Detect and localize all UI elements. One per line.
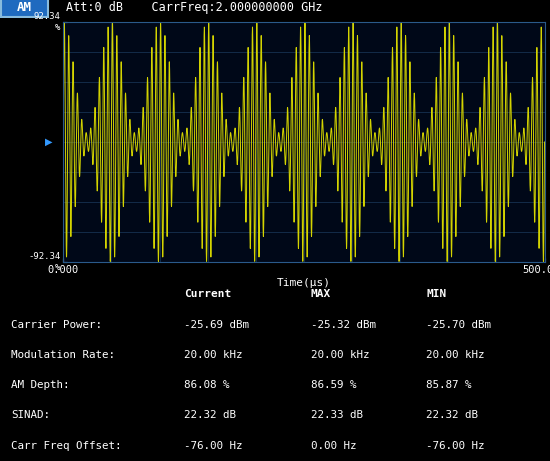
Text: -76.00 Hz: -76.00 Hz xyxy=(426,441,485,450)
Text: Current: Current xyxy=(184,290,232,299)
Text: MAX: MAX xyxy=(311,290,331,299)
Text: Carr Freq Offset:: Carr Freq Offset: xyxy=(11,441,122,450)
Text: -25.69 dBm: -25.69 dBm xyxy=(184,319,249,330)
Text: ▶: ▶ xyxy=(45,137,52,147)
Text: -25.32 dBm: -25.32 dBm xyxy=(311,319,376,330)
Text: MIN: MIN xyxy=(426,290,447,299)
Text: 86.08 %: 86.08 % xyxy=(184,380,230,390)
Text: 20.00 kHz: 20.00 kHz xyxy=(311,350,369,360)
Text: 22.32 dB: 22.32 dB xyxy=(184,410,236,420)
FancyBboxPatch shape xyxy=(1,0,48,17)
X-axis label: Time(μs): Time(μs) xyxy=(277,278,331,288)
Text: 86.59 %: 86.59 % xyxy=(311,380,356,390)
Text: Att:0 dB    CarrFreq:2.000000000 GHz: Att:0 dB CarrFreq:2.000000000 GHz xyxy=(66,0,322,13)
Text: 22.33 dB: 22.33 dB xyxy=(311,410,363,420)
Text: AM Depth:: AM Depth: xyxy=(11,380,69,390)
Text: 22.32 dB: 22.32 dB xyxy=(426,410,478,420)
Text: -25.70 dBm: -25.70 dBm xyxy=(426,319,491,330)
Text: Modulation Rate:: Modulation Rate: xyxy=(11,350,115,360)
Text: Carrier Power:: Carrier Power: xyxy=(11,319,102,330)
Text: SINAD:: SINAD: xyxy=(11,410,50,420)
Text: 85.87 %: 85.87 % xyxy=(426,380,472,390)
Text: AM: AM xyxy=(17,0,32,13)
Text: 20.00 kHz: 20.00 kHz xyxy=(184,350,243,360)
Text: 20.00 kHz: 20.00 kHz xyxy=(426,350,485,360)
Text: 0.00 Hz: 0.00 Hz xyxy=(311,441,356,450)
Text: -76.00 Hz: -76.00 Hz xyxy=(184,441,243,450)
